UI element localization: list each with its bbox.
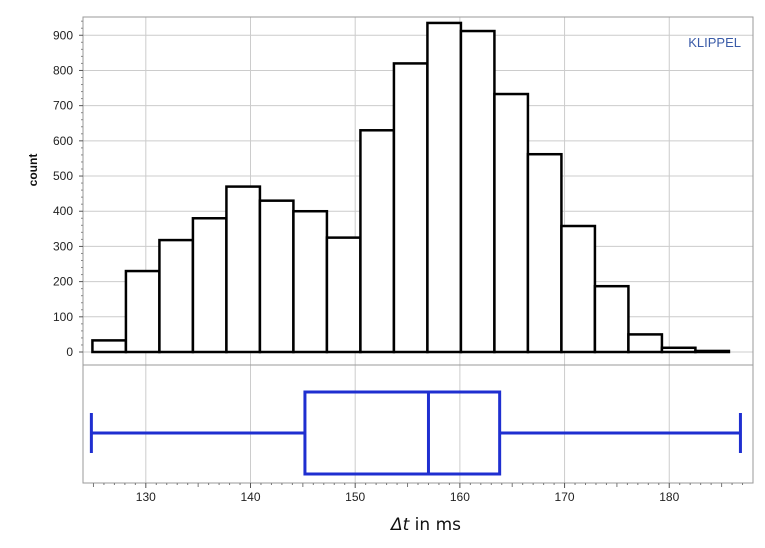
- histogram-bar: [191, 217, 228, 354]
- histogram-bar: [158, 238, 195, 354]
- y-tick-label: 500: [53, 169, 73, 183]
- x-axis-label: Δt in ms: [389, 515, 461, 535]
- histogram-bar: [225, 185, 262, 354]
- y-tick-label: 700: [53, 99, 73, 113]
- histogram-bar: [392, 62, 429, 354]
- histogram-bar: [627, 333, 664, 354]
- x-tick-label: 140: [240, 490, 260, 504]
- boxplot-plot-frame: [82, 364, 754, 484]
- y-tick-label: 600: [53, 134, 73, 148]
- y-tick-label: 0: [66, 345, 73, 359]
- histogram-bar: [325, 236, 362, 354]
- x-tick-label: 160: [450, 490, 470, 504]
- x-axis-label-unit: in ms: [409, 515, 461, 535]
- boxplot: [89, 390, 742, 476]
- x-axis-label-symbol: Δt: [389, 515, 411, 535]
- histogram-bar: [459, 29, 496, 354]
- y-tick-label: 800: [53, 63, 73, 77]
- y-axis-label: count: [26, 154, 40, 187]
- y-tick-label: 200: [53, 275, 73, 289]
- histogram-bar: [124, 269, 161, 354]
- histogram-bar: [91, 339, 128, 354]
- y-tick-label: 400: [53, 204, 73, 218]
- histogram-bar: [526, 152, 563, 354]
- y-tick-label: 100: [53, 310, 73, 324]
- histogram-bar: [694, 349, 731, 354]
- x-tick-label: 180: [659, 490, 679, 504]
- y-tick-label: 300: [53, 239, 73, 253]
- histogram-bar: [359, 129, 396, 354]
- boxplot-box: [303, 390, 502, 476]
- histogram-bar: [660, 346, 697, 354]
- y-tick-label: 900: [53, 28, 73, 42]
- histogram-bars: [91, 21, 731, 354]
- x-tick-label: 170: [555, 490, 575, 504]
- histogram-bar: [593, 284, 630, 354]
- x-tick-label: 130: [136, 490, 156, 504]
- histogram-bar: [493, 92, 530, 354]
- histogram-bar: [560, 224, 597, 354]
- klippel-brand-label: KLIPPEL: [688, 35, 741, 50]
- axes: 130 140 150 160 170 180 0 100 200 300 400 500 600 700…: [53, 16, 754, 504]
- x-tick-label: 150: [345, 490, 365, 504]
- histogram-bar: [258, 199, 295, 354]
- histogram-bar: [426, 21, 463, 354]
- histogram-bar: [292, 209, 329, 354]
